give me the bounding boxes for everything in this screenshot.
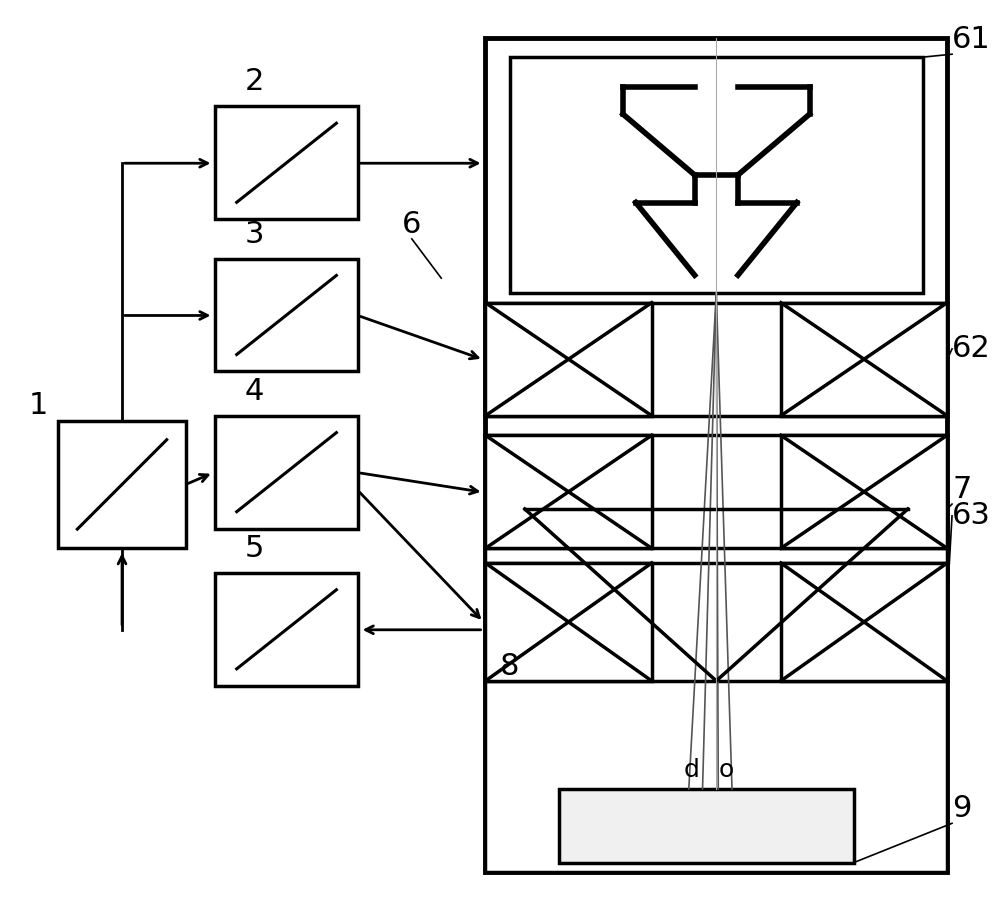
Bar <box>485 435 947 548</box>
Text: o: o <box>718 758 734 782</box>
Text: 4: 4 <box>245 376 264 405</box>
Bar <box>485 37 947 872</box>
Bar <box>781 435 947 548</box>
Text: 9: 9 <box>952 795 971 824</box>
Text: 61: 61 <box>952 25 991 54</box>
Text: 2: 2 <box>245 68 264 97</box>
Bar <box>485 563 947 681</box>
Bar <box>215 573 358 686</box>
Text: 5: 5 <box>245 534 264 563</box>
Bar <box>485 302 947 415</box>
Bar <box>781 302 947 415</box>
Text: 8: 8 <box>500 652 520 681</box>
Bar <box>781 563 947 681</box>
Bar <box>215 259 358 371</box>
Text: 62: 62 <box>952 334 991 364</box>
Bar <box>485 563 652 681</box>
Bar <box>58 421 186 548</box>
Bar <box>485 435 652 548</box>
Bar <box>485 509 947 872</box>
Text: 1: 1 <box>29 391 48 420</box>
Text: 7: 7 <box>952 475 971 504</box>
Bar <box>510 57 923 293</box>
Bar <box>215 415 358 529</box>
Bar <box>559 789 854 862</box>
Text: d: d <box>684 758 700 782</box>
Text: 63: 63 <box>952 501 991 530</box>
Bar <box>485 302 652 415</box>
Bar <box>215 106 358 219</box>
Text: 6: 6 <box>402 210 421 239</box>
Text: 3: 3 <box>245 220 264 249</box>
